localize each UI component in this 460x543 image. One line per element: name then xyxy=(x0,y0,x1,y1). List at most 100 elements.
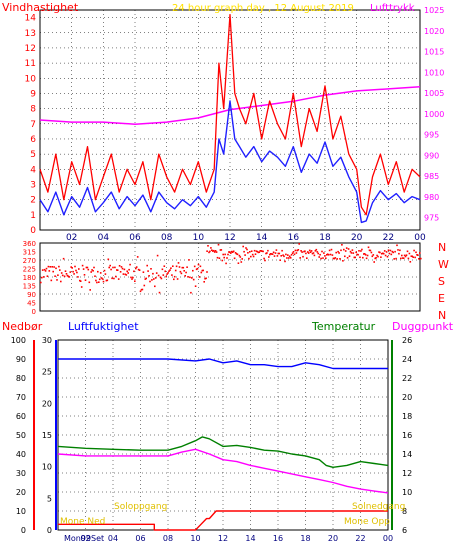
direction-point xyxy=(92,270,94,272)
direction-point xyxy=(57,274,59,276)
direction-point xyxy=(117,278,120,280)
direction-point xyxy=(296,249,299,252)
direction-point xyxy=(298,243,300,245)
direction-point xyxy=(343,248,345,251)
direction-point xyxy=(267,249,269,252)
direction-point xyxy=(128,268,130,271)
direction-point xyxy=(332,257,335,260)
humidity-y-tick-label: 15 xyxy=(42,431,52,440)
pressure-y-tick-label: 980 xyxy=(424,193,439,202)
direction-point xyxy=(68,276,71,278)
pressure-y-tick-label: 985 xyxy=(424,172,439,181)
temp-y-tick-label: 22 xyxy=(402,374,412,383)
direction-point xyxy=(270,253,273,255)
direction-point xyxy=(81,264,84,267)
direction-point xyxy=(139,290,142,293)
direction-point xyxy=(262,250,264,253)
direction-point xyxy=(62,257,65,260)
direction-point xyxy=(225,262,227,265)
direction-point xyxy=(288,255,291,258)
direction-point xyxy=(251,253,254,256)
direction-point xyxy=(161,268,164,271)
direction-point xyxy=(223,256,225,259)
climate-x-tick-label: 00 xyxy=(383,534,393,543)
direction-point xyxy=(358,250,360,252)
direction-point xyxy=(166,273,168,275)
direction-point xyxy=(283,255,285,258)
direction-point xyxy=(162,274,165,276)
direction-point xyxy=(339,258,341,260)
direction-point xyxy=(194,285,197,287)
wind-y-tick-label: 12 xyxy=(25,44,36,54)
direction-point xyxy=(272,251,275,254)
direction-point xyxy=(203,281,205,283)
climate-x-tick-label: 06 xyxy=(135,534,145,543)
direction-point xyxy=(135,267,137,270)
direction-y-tick-label: 90 xyxy=(27,291,36,299)
direction-point xyxy=(342,260,344,262)
direction-point xyxy=(408,252,411,255)
direction-point xyxy=(64,270,67,272)
temp-y-tick-label: 6 xyxy=(402,526,407,535)
compass-label: E xyxy=(438,292,445,305)
direction-point xyxy=(397,249,399,251)
wind-x-tick-label: 04 xyxy=(98,233,110,243)
direction-point xyxy=(312,252,315,254)
direction-point xyxy=(197,263,200,266)
direction-point xyxy=(172,265,174,267)
direction-point xyxy=(40,281,42,284)
chart-title: 24 hour graph day , 12 August 2019 xyxy=(172,3,354,14)
direction-point xyxy=(113,277,115,280)
direction-point xyxy=(41,269,44,271)
direction-point xyxy=(292,251,295,253)
humidity-line xyxy=(58,358,388,370)
direction-point xyxy=(395,257,397,260)
direction-point xyxy=(258,251,261,253)
rain-y-tick-label: 90 xyxy=(16,355,26,364)
direction-point xyxy=(322,257,324,259)
rain-y-tick-label: 60 xyxy=(16,412,26,421)
direction-point xyxy=(406,250,409,253)
rain-y-tick-label: 50 xyxy=(16,431,26,440)
direction-point xyxy=(232,250,235,253)
direction-point xyxy=(93,266,95,269)
direction-point xyxy=(98,281,100,283)
direction-point xyxy=(47,265,50,268)
direction-point xyxy=(106,279,109,282)
direction-point xyxy=(402,257,405,259)
direction-point xyxy=(303,250,305,253)
direction-point xyxy=(249,251,251,253)
rain-y-tick-label: 70 xyxy=(16,393,26,402)
direction-point xyxy=(95,279,97,282)
direction-point xyxy=(311,252,314,255)
temp-y-tick-label: 8 xyxy=(402,507,407,516)
direction-point xyxy=(344,255,346,258)
wind-x-tick-label: 10 xyxy=(193,233,205,243)
wind-y-tick-label: 4 xyxy=(30,165,36,175)
direction-point xyxy=(341,244,343,246)
direction-point xyxy=(264,259,266,262)
direction-point xyxy=(158,291,161,294)
direction-point xyxy=(54,275,56,277)
direction-point xyxy=(369,249,372,252)
moonrise-annotation: Mone Opp xyxy=(344,517,390,527)
direction-point xyxy=(198,276,201,278)
direction-point xyxy=(77,276,79,278)
direction-point xyxy=(256,250,259,253)
direction-point xyxy=(313,254,316,257)
pressure-y-tick-label: 975 xyxy=(424,214,439,223)
wind-gust-line xyxy=(39,13,421,216)
direction-point xyxy=(146,264,148,267)
direction-point xyxy=(374,257,376,260)
direction-point xyxy=(381,252,383,255)
direction-point xyxy=(105,279,108,282)
direction-point xyxy=(299,257,301,259)
direction-y-tick-label: 360 xyxy=(23,240,36,248)
pressure-y-tick-label: 1020 xyxy=(424,27,444,36)
direction-point xyxy=(207,245,209,247)
direction-point xyxy=(75,269,77,272)
sunrise-annotation: Soloppgang xyxy=(114,502,167,512)
wind-y-tick-label: 9 xyxy=(30,89,36,99)
direction-point xyxy=(360,250,362,252)
wind-y-tick-label: 14 xyxy=(25,14,37,24)
